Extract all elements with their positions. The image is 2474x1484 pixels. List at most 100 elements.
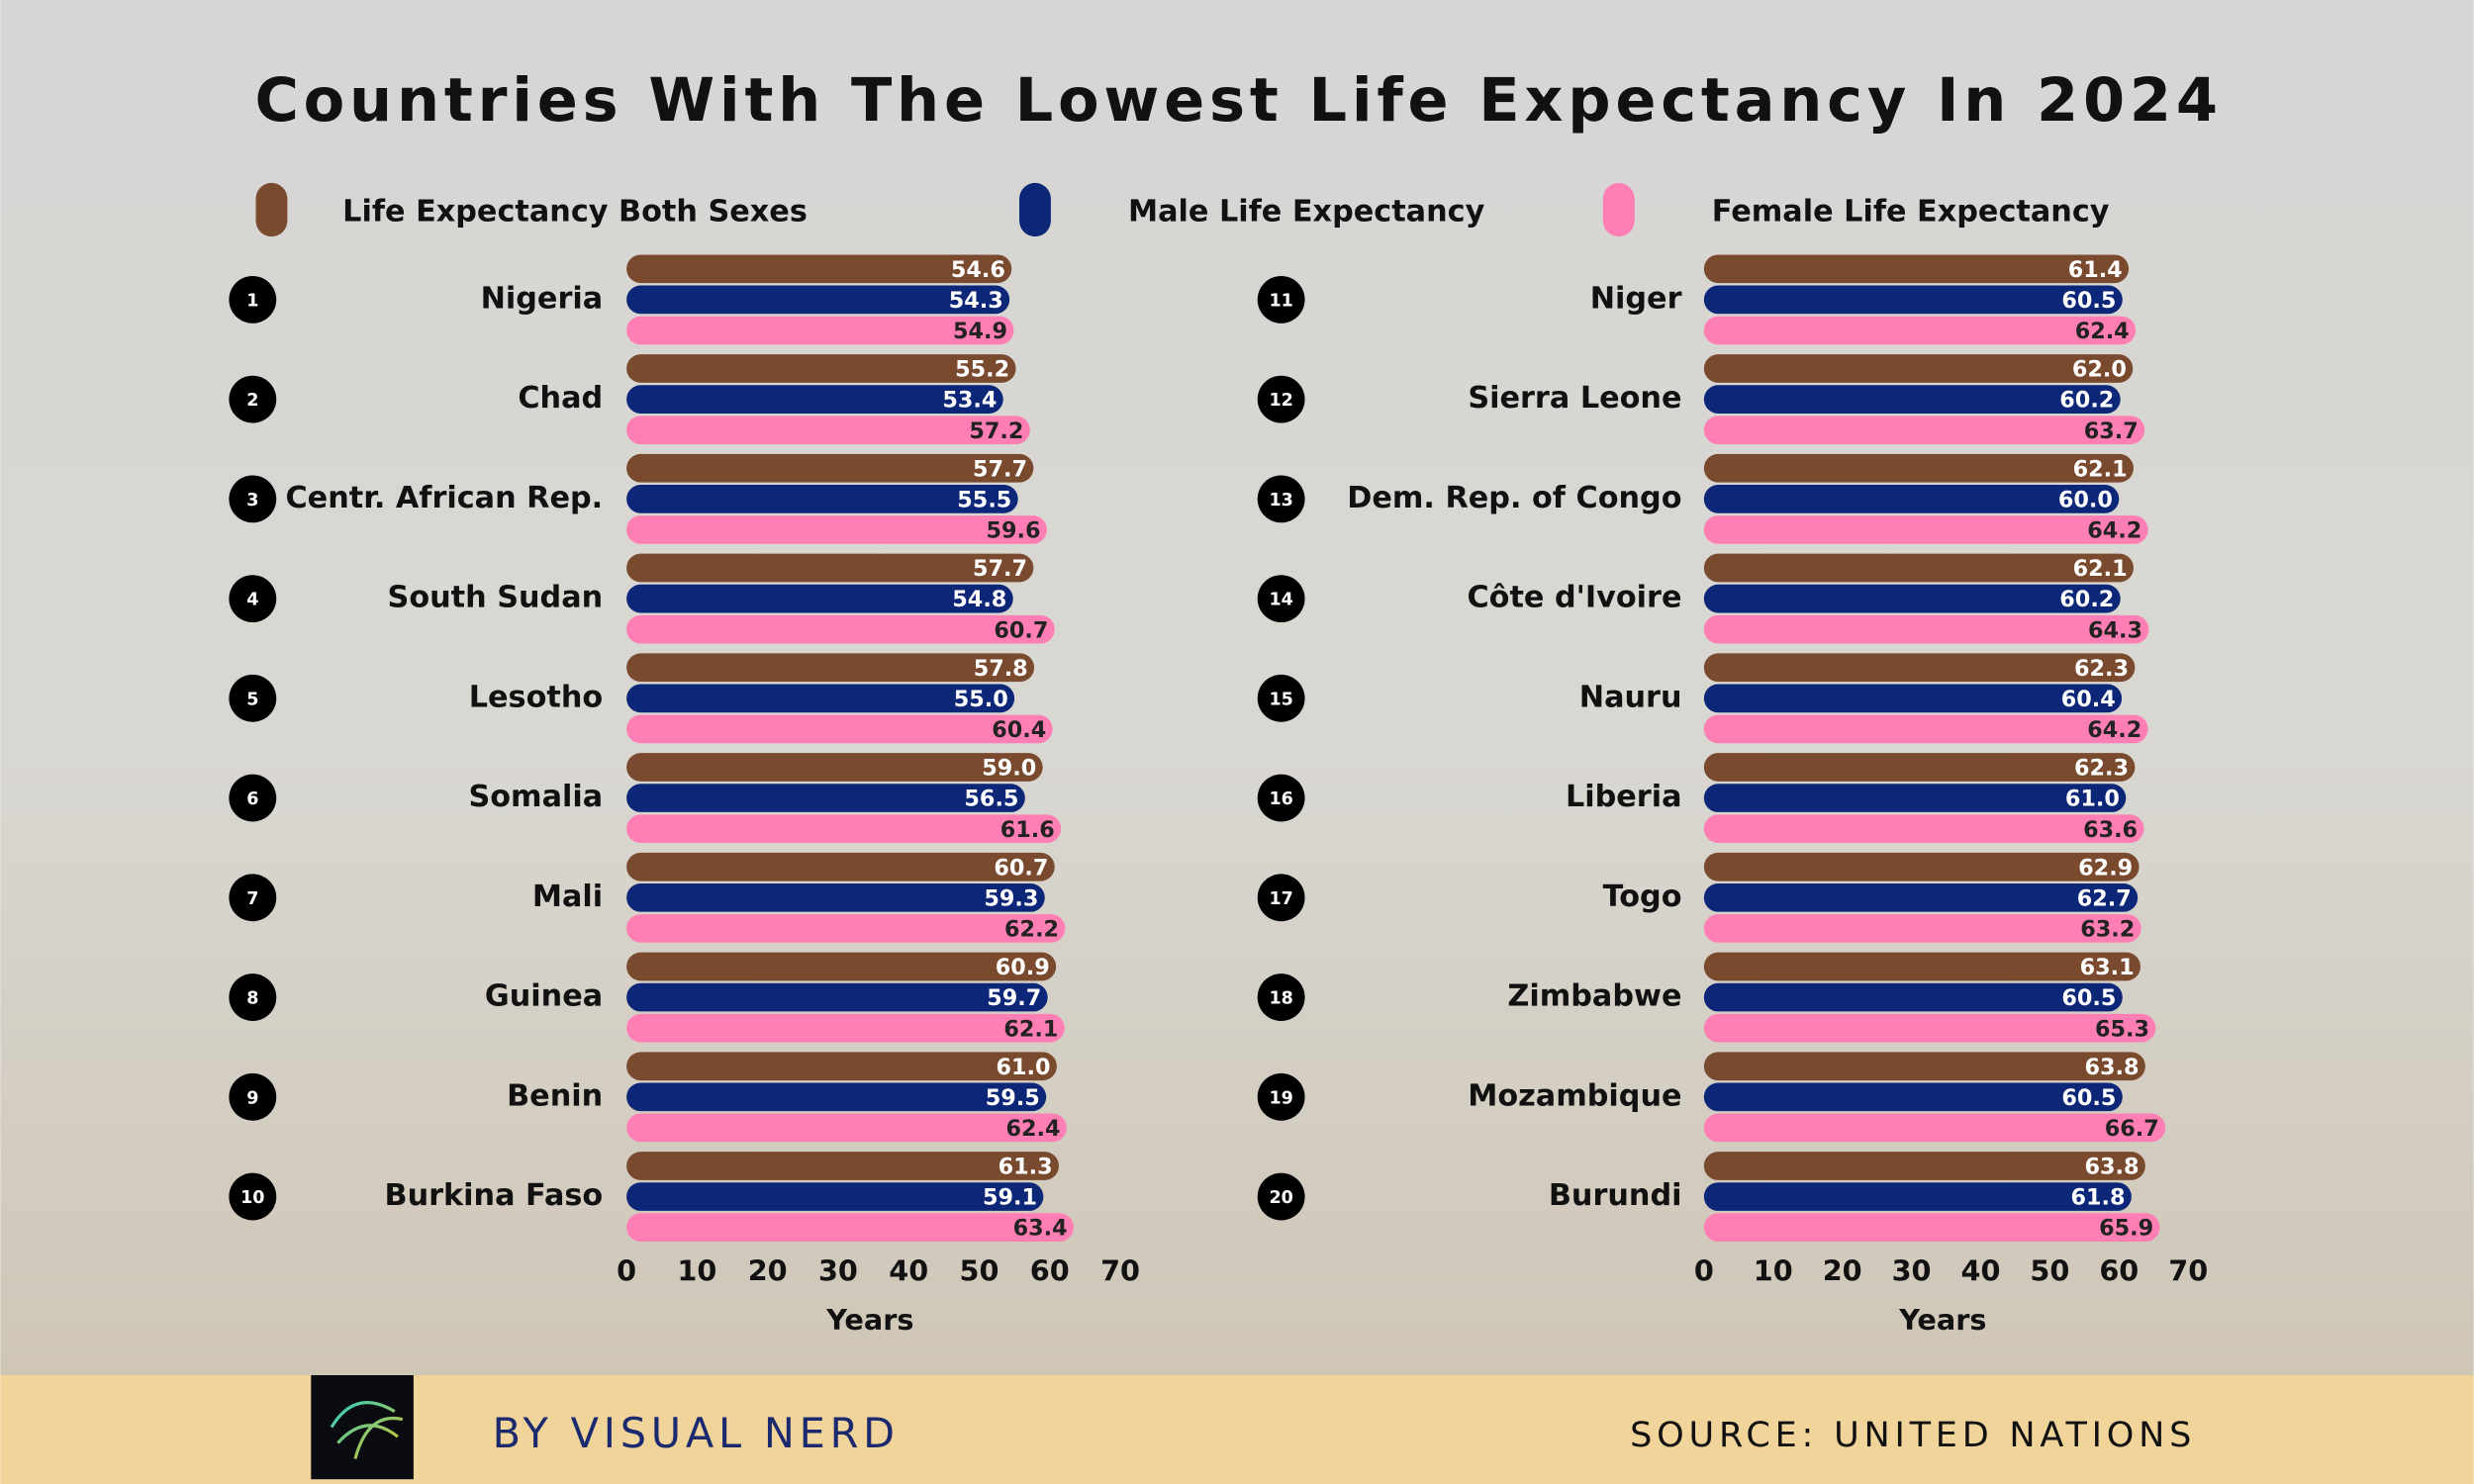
value-label: 55.0	[954, 687, 1008, 712]
rank-badge	[1257, 774, 1305, 822]
bar	[626, 316, 1014, 345]
bar	[626, 882, 1045, 912]
bar	[1703, 614, 2149, 644]
value-label: 59.0	[982, 756, 1036, 782]
bar	[1703, 416, 2145, 445]
category-label: Nigeria	[481, 281, 604, 316]
rank-badge	[1257, 475, 1305, 523]
value-label: 61.3	[999, 1155, 1053, 1180]
value-label: 60.7	[994, 617, 1048, 643]
value-label: 53.4	[942, 388, 997, 414]
value-label: 60.5	[2061, 985, 2116, 1011]
value-label: 61.0	[2065, 787, 2120, 812]
category-label: Benin	[507, 1078, 603, 1113]
rank-badge	[229, 575, 277, 623]
rank: 4	[246, 591, 258, 610]
rank: 1	[246, 291, 258, 311]
x-tick-label: 20	[1823, 1253, 1862, 1287]
x-tick-label: 50	[2030, 1253, 2069, 1287]
value-label: 63.8	[2084, 1155, 2139, 1180]
bar	[1703, 982, 2123, 1012]
value-label: 59.6	[987, 518, 1041, 544]
value-label: 60.5	[2061, 288, 2116, 314]
bar	[1703, 515, 2148, 544]
value-label: 60.9	[996, 955, 1050, 980]
rank-badge	[229, 1172, 277, 1221]
bar	[626, 385, 1003, 414]
rank: 5	[246, 690, 258, 709]
x-tick-label: 70	[1100, 1253, 1140, 1287]
bar	[626, 714, 1053, 744]
rank-badge	[229, 475, 277, 523]
bar	[1703, 852, 2140, 881]
category-label: Centr. African Rep.	[285, 481, 603, 515]
rank-badge	[229, 674, 277, 722]
bar	[626, 354, 1016, 383]
value-label: 62.7	[2077, 885, 2132, 911]
category-label: South Sudan	[388, 581, 604, 615]
bar	[1703, 1052, 2145, 1081]
rank-badge	[1257, 1172, 1305, 1221]
x-axis-label: Years	[825, 1303, 913, 1337]
value-label: 56.5	[964, 787, 1018, 812]
bar	[626, 1052, 1057, 1081]
bar	[626, 515, 1047, 544]
bar	[626, 653, 1035, 683]
credit: BY VISUAL NERD	[493, 1410, 900, 1457]
category-label: Lesotho	[469, 680, 603, 714]
value-label: 65.9	[2099, 1216, 2153, 1242]
value-label: 55.5	[957, 487, 1011, 512]
value-label: 65.3	[2095, 1016, 2149, 1042]
value-label: 59.1	[983, 1185, 1037, 1211]
bar	[1703, 882, 2139, 912]
x-axis-label: Years	[1898, 1303, 1986, 1337]
category-label: Nauru	[1579, 680, 1682, 714]
rank-badge	[1257, 575, 1305, 623]
rank: 10	[240, 1188, 264, 1208]
rank: 11	[1269, 291, 1292, 311]
x-tick-label: 60	[2099, 1253, 2139, 1287]
category-label: Chad	[518, 381, 603, 416]
value-label: 60.7	[994, 855, 1048, 881]
rank-badge	[1257, 674, 1305, 722]
rank: 14	[1269, 591, 1292, 610]
bar	[626, 753, 1043, 782]
value-label: 63.8	[2084, 1055, 2139, 1080]
bar	[626, 453, 1034, 483]
value-label: 62.4	[1005, 1116, 1060, 1142]
value-label: 63.4	[1013, 1216, 1068, 1242]
value-label: 60.5	[2061, 1085, 2116, 1111]
x-tick-label: 10	[1754, 1253, 1793, 1287]
value-label: 63.7	[2084, 418, 2139, 444]
bar	[1703, 354, 2134, 383]
bar	[1703, 1082, 2123, 1112]
bar	[626, 1182, 1044, 1211]
category-label: Dem. Rep. of Congo	[1347, 481, 1681, 515]
rank: 18	[1269, 989, 1292, 1009]
value-label: 60.2	[2059, 388, 2114, 414]
x-tick-label: 50	[960, 1253, 999, 1287]
bar	[626, 1013, 1065, 1043]
x-tick-label: 70	[2168, 1253, 2208, 1287]
chart-title: Countries With The Lowest Life Expectanc…	[254, 66, 2222, 136]
rank-badge	[1257, 375, 1305, 423]
x-tick-label: 60	[1030, 1253, 1070, 1287]
rank: 16	[1269, 789, 1292, 809]
value-label: 62.1	[2073, 556, 2128, 582]
bar	[626, 684, 1015, 713]
legend-swatch	[1019, 182, 1051, 237]
bar	[626, 852, 1055, 881]
bar	[626, 1113, 1067, 1143]
bar	[1703, 684, 2123, 713]
rank: 19	[1269, 1088, 1292, 1108]
legend-swatch	[255, 182, 288, 237]
value-label: 60.4	[992, 717, 1046, 743]
value-label: 66.7	[2105, 1116, 2159, 1142]
rank-badge	[1257, 974, 1305, 1021]
bar	[1703, 385, 2121, 414]
rank-badge	[229, 375, 277, 423]
rank: 2	[246, 391, 258, 411]
category-label: Somalia	[468, 780, 603, 814]
value-label: 62.2	[1004, 917, 1059, 943]
value-label: 61.6	[1000, 817, 1055, 843]
